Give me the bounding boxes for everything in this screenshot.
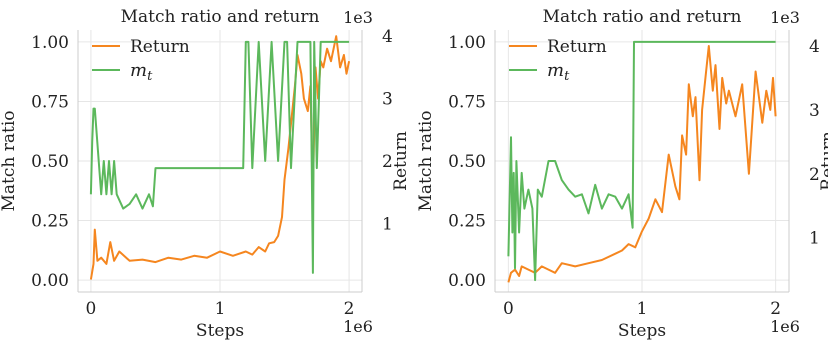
x-tick-label: 0 xyxy=(85,299,96,319)
legend-label-return: Return xyxy=(547,37,607,57)
right-tick-label: 1 xyxy=(809,229,820,249)
left-tick-label: 0.25 xyxy=(31,212,69,232)
right-tick-label: 4 xyxy=(382,27,393,47)
series-line-return xyxy=(89,35,351,280)
x-scale-label: 1e6 xyxy=(343,317,373,336)
right-scale-label: 1e3 xyxy=(343,8,373,27)
chart-panel-2: 0.00 0.25 0.50 0.75 1.00 1 2 3 4 0 1 2 Match ratio a… xyxy=(416,7,828,341)
left-tick-label: 1.00 xyxy=(31,33,69,53)
x-tick-label: 2 xyxy=(344,299,355,319)
left-tick-label: 0.00 xyxy=(31,271,69,291)
series-line-m-t xyxy=(507,40,776,282)
x-tick-label: 1 xyxy=(637,299,648,319)
right-tick-label: 1 xyxy=(382,214,393,234)
x-tick-label: 1 xyxy=(215,299,226,319)
right-tick-label: 3 xyxy=(382,90,393,110)
legend: Return mt xyxy=(509,37,607,84)
right-tick-label: 2 xyxy=(382,152,393,172)
chart-title: Match ratio and return xyxy=(121,7,320,27)
x-tick-label: 2 xyxy=(770,299,781,319)
left-tick-label: 0.25 xyxy=(448,212,486,232)
chart-panel-1: 0.00 0.25 0.50 0.75 1.00 1 2 3 4 0 1 2 Match ratio a… xyxy=(0,7,411,341)
x-axis-label: Steps xyxy=(196,321,244,341)
left-tick-label: 0.50 xyxy=(448,152,486,172)
x-tick-label: 0 xyxy=(503,299,514,319)
left-tick-label: 0.75 xyxy=(448,92,486,112)
left-tick-label: 0.50 xyxy=(31,152,69,172)
legend-label-m-t: mt xyxy=(547,60,570,84)
series-line-return xyxy=(507,45,777,283)
left-axis-label: Match ratio xyxy=(0,110,19,211)
series-line-m-t xyxy=(89,40,350,274)
x-axis-label: Steps xyxy=(618,321,666,341)
legend: Return mt xyxy=(92,37,190,84)
right-axis-label: Return xyxy=(391,131,411,191)
left-tick-label: 0.75 xyxy=(31,92,69,112)
x-scale-label: 1e6 xyxy=(770,317,800,336)
right-tick-label: 4 xyxy=(809,37,820,57)
chart-title: Match ratio and return xyxy=(543,7,742,27)
left-tick-label: 1.00 xyxy=(448,33,486,53)
left-axis-label: Match ratio xyxy=(416,110,436,211)
right-axis-label: Return xyxy=(818,131,828,191)
left-tick-label: 0.00 xyxy=(448,271,486,291)
right-tick-label: 3 xyxy=(809,101,820,121)
right-tick-label: 2 xyxy=(809,165,820,185)
right-scale-label: 1e3 xyxy=(770,8,800,27)
legend-label-m-t: mt xyxy=(130,60,153,84)
legend-label-return: Return xyxy=(130,37,190,57)
